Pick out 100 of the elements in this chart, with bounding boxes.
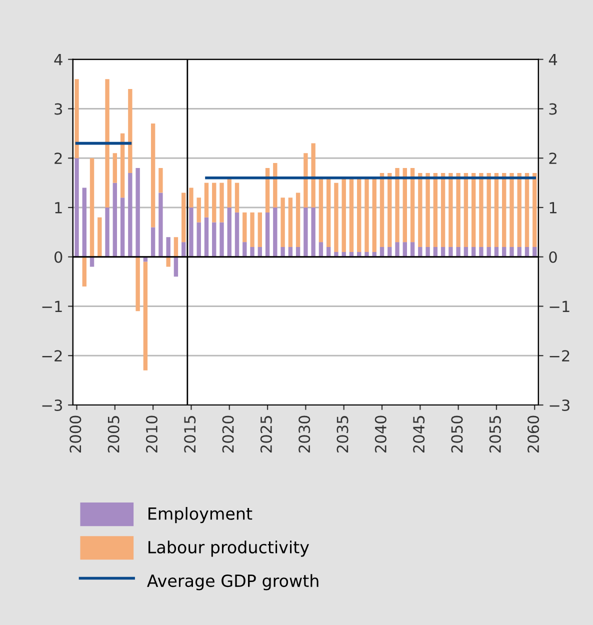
bar — [181, 192, 186, 242]
bar — [90, 256, 94, 267]
x-tick-label: 2035 — [336, 416, 348, 452]
x-tick-label: 2015 — [184, 416, 196, 452]
y-tick-label: 4 — [54, 54, 62, 66]
y2-tick-label: −3 — [550, 399, 570, 412]
bar — [311, 208, 316, 257]
bar — [479, 172, 484, 247]
y-tick-label: 2 — [54, 152, 62, 164]
bar — [464, 172, 468, 247]
x-tick-label: 2025 — [260, 416, 272, 452]
bar — [220, 182, 224, 222]
bar — [166, 256, 170, 267]
bar — [128, 89, 132, 173]
bar — [143, 262, 148, 370]
bar — [166, 237, 170, 257]
bar — [517, 172, 522, 247]
bar — [311, 143, 316, 208]
x-tick-label: 2040 — [374, 416, 386, 452]
bar — [234, 212, 240, 257]
y2-tick-label: −2 — [550, 350, 570, 362]
bar — [357, 178, 362, 252]
bar — [150, 124, 156, 228]
bar — [128, 172, 132, 257]
bar — [136, 168, 140, 257]
bar — [105, 208, 110, 257]
bar — [174, 237, 178, 257]
bar — [158, 168, 163, 193]
bar — [502, 172, 506, 247]
x-tick-label: 2000 — [70, 416, 82, 452]
bar — [510, 172, 514, 247]
bar — [112, 182, 118, 257]
bar — [372, 178, 376, 252]
y2-tick-label: −1 — [550, 300, 570, 312]
y2-tick-label: 3 — [549, 103, 557, 115]
bar — [486, 172, 491, 247]
bar — [318, 242, 324, 257]
bar — [418, 247, 422, 257]
x-tick-label: 2010 — [146, 416, 158, 452]
bar — [189, 188, 194, 208]
bar — [242, 242, 247, 257]
x-tick-label: 2060 — [528, 416, 540, 452]
bar — [242, 212, 247, 242]
y2-tick-label: 0 — [549, 251, 557, 263]
legend-label: Labour productivity — [148, 540, 310, 557]
x-tick-label: 2030 — [298, 416, 310, 452]
bar — [220, 222, 224, 257]
bar — [388, 172, 392, 247]
bar — [426, 172, 430, 247]
bar — [395, 168, 400, 242]
y2-tick-label: 2 — [549, 152, 556, 164]
bar — [448, 172, 453, 247]
y-tick-label: −2 — [42, 350, 62, 362]
bar — [258, 212, 262, 247]
bar — [440, 172, 446, 247]
bar — [189, 208, 194, 257]
bar — [304, 153, 308, 208]
bar — [98, 217, 102, 257]
bar — [227, 208, 232, 257]
bar — [479, 247, 484, 257]
bar — [364, 178, 369, 252]
bar — [402, 242, 407, 257]
bar — [448, 247, 453, 257]
legend-label: Average GDP growth — [147, 574, 318, 590]
bar — [204, 182, 209, 218]
bar — [204, 217, 209, 257]
bar — [273, 208, 278, 257]
bar — [494, 172, 499, 247]
bar — [273, 163, 278, 208]
bar — [196, 222, 201, 257]
bar — [250, 247, 254, 257]
y-tick-label: −3 — [42, 399, 62, 412]
bar — [212, 222, 216, 257]
bar — [74, 158, 79, 257]
bar — [410, 168, 415, 242]
bar — [471, 172, 476, 247]
bar — [296, 192, 300, 247]
bar — [304, 208, 308, 257]
bar — [342, 178, 346, 252]
y2-tick-label: 4 — [548, 54, 558, 66]
bar — [318, 178, 324, 242]
bar — [120, 133, 125, 198]
y-tick-label: −1 — [42, 300, 62, 312]
bar — [136, 256, 140, 312]
bar — [510, 247, 514, 257]
x-tick-label: 2020 — [222, 416, 234, 452]
bar — [326, 178, 331, 247]
bar — [82, 256, 86, 286]
bar — [402, 168, 407, 242]
x-tick-label: 2045 — [413, 416, 425, 452]
bar — [181, 242, 186, 257]
y2-tick-label: 1 — [550, 202, 556, 214]
bar — [280, 198, 285, 247]
bar — [227, 178, 232, 208]
bar — [196, 198, 201, 222]
bar — [280, 247, 285, 257]
y-tick-label: 0 — [54, 251, 62, 263]
bar — [250, 212, 254, 247]
legend-label: Employment — [148, 507, 252, 524]
bar — [234, 182, 240, 212]
